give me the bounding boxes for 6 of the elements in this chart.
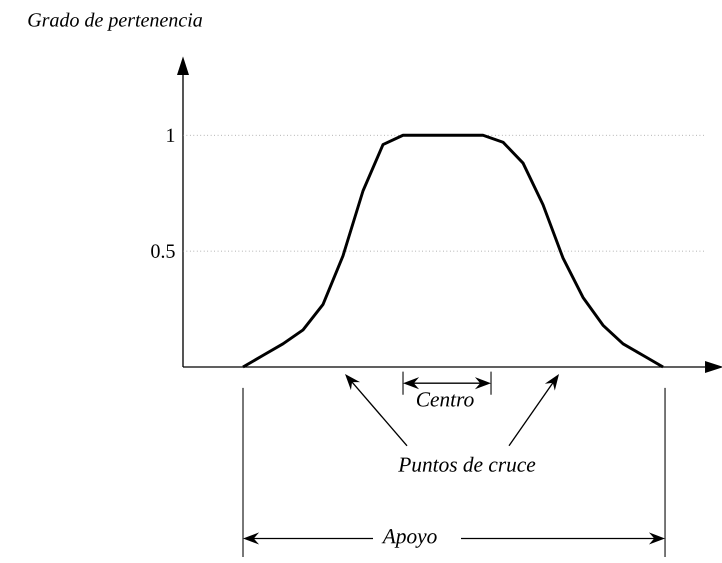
- text: Apoyo: [382, 529, 437, 548]
- y-tick-label: 1: [167, 128, 174, 142]
- y-tick-label: 0.5: [151, 244, 175, 258]
- y-axis-title: Grado de pertenencia: [28, 12, 202, 31]
- text: Centro: [416, 392, 474, 407]
- text: Puntos de cruce: [398, 456, 536, 472]
